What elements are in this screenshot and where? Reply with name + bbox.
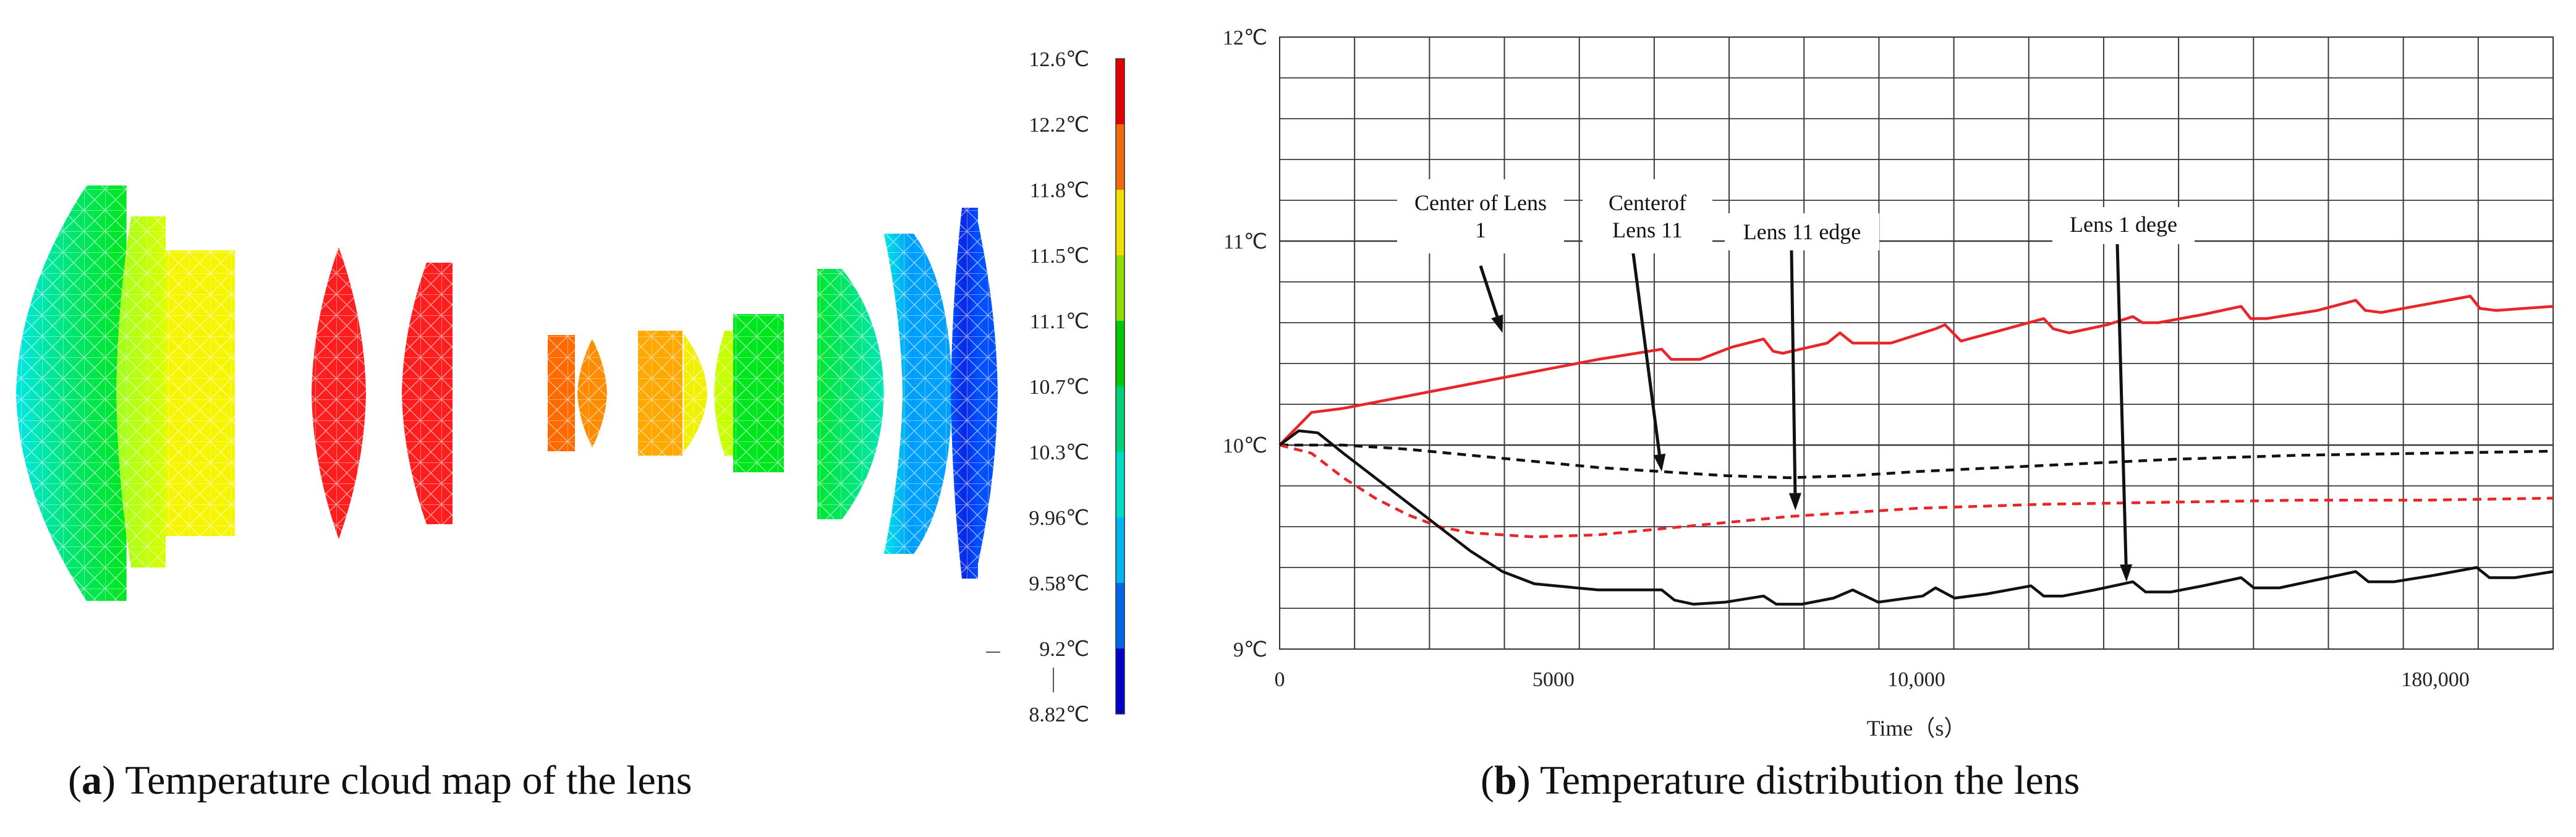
x-axis-label: Time（s） (1867, 716, 1966, 741)
colorbar-label: 10.3℃ (1029, 441, 1089, 464)
colorbar-label: 8.82℃ (1029, 703, 1089, 726)
x-tick-label: 10,000 (1887, 668, 1945, 691)
annotation-arrow-line (1479, 265, 1499, 317)
annotation-arrow-head (1491, 314, 1503, 333)
colorbar-segment (1116, 124, 1124, 190)
colorbar-label: 11.5℃ (1030, 245, 1089, 268)
colorbar-label: 12.6℃ (1029, 48, 1089, 71)
colorbar-label: 9.96℃ (1029, 507, 1089, 530)
lens-group-3 (548, 314, 784, 472)
colorbar-segment (1116, 452, 1124, 518)
annotation-center-lens-11-line2: Lens 11 (1612, 218, 1683, 242)
series-layer (1278, 294, 2554, 606)
caption-b: (b) Temperature distribution the lens (1481, 758, 2080, 803)
caption-a-text: Temperature cloud map of the lens (125, 758, 692, 803)
annotation-center-lens-1: Center of Lens 1 (1414, 190, 1547, 242)
plot-frame (1279, 36, 2554, 650)
annotation-arrow-line (2115, 244, 2128, 565)
annotation-arrow-head (1653, 453, 1666, 472)
colorbar-segment (1116, 648, 1124, 715)
annotation-lens-1-edge: Lens 1 dege (2070, 212, 2177, 237)
annotation-center-lens-11-line1: Centerof (1609, 190, 1686, 215)
colorbar-segment (1116, 321, 1124, 387)
colorbar-segment (1116, 583, 1124, 649)
caption-b-letter: b (1494, 758, 1517, 803)
caption-a: (a) Temperature cloud map of the lens (68, 758, 692, 803)
colorbar-label: 10.7℃ (1029, 376, 1089, 399)
y-tick-label: 12℃ (1223, 27, 1267, 49)
x-tick-label: 5000 (1532, 668, 1575, 691)
y-tick-label: 11℃ (1223, 231, 1267, 253)
caption-b-text: Temperature distribution the lens (1540, 758, 2080, 803)
colorbar-label: 9.58℃ (1029, 572, 1089, 595)
x-tick-label: 180,000 (2401, 668, 2470, 691)
series-line-3 (1278, 429, 2554, 606)
colorbar-label: 12.2℃ (1029, 114, 1089, 137)
caption-a-letter: a (81, 758, 102, 803)
series-line-1 (1280, 443, 2554, 480)
annotation-arrow-line (1790, 250, 1797, 493)
y-ticks: 9℃ 10℃ 11℃ 12℃ (1223, 27, 1267, 661)
annotation-arrow-head (2120, 564, 2133, 582)
colorbar-segment (1116, 517, 1124, 584)
annotation-center-lens-1-line2: 1 (1475, 218, 1486, 242)
annotation-arrow-head (1788, 493, 1801, 511)
series-line-0 (1278, 294, 2554, 446)
lens-group-2 (312, 247, 453, 539)
y-tick-label: 10℃ (1223, 435, 1267, 457)
series-line-2 (1279, 443, 2554, 538)
colorbar-segment (1116, 190, 1124, 256)
colorbar: 12.6℃ 12.2℃ 11.8℃ 11.5℃ 11.1℃ 10.7℃ 10.3℃ 9.96℃… (986, 48, 1125, 726)
annotation-arrow-line (1630, 244, 1661, 455)
colorbar-label: 11.8℃ (1030, 179, 1089, 202)
colorbar-segment (1116, 386, 1124, 452)
y-tick-label: 9℃ (1233, 639, 1267, 661)
x-ticks: 0 5000 10,000 180,000 (1275, 668, 2470, 691)
arrows (1479, 244, 2133, 582)
lens-cloud-map (16, 185, 998, 601)
annotation-lens-11-edge: Lens 11 edge (1743, 219, 1861, 244)
temperature-chart: 9℃ 10℃ 11℃ 12℃ 0 5000 10,000 180,000 Time（s） C… (1223, 27, 2554, 741)
colorbar-segment (1116, 255, 1124, 321)
colorbar-segment (1116, 59, 1124, 125)
colorbar-label: 11.1℃ (1030, 310, 1089, 333)
x-tick-label: 0 (1275, 668, 1285, 691)
colorbar-label: 9.2℃ (1039, 638, 1089, 661)
lens-group-4 (817, 208, 998, 579)
annotation-center-lens-1-line1: Center of Lens (1414, 190, 1547, 215)
annotation-center-lens-11: Centerof Lens 11 (1609, 190, 1686, 242)
lens-group-1 (16, 185, 235, 601)
